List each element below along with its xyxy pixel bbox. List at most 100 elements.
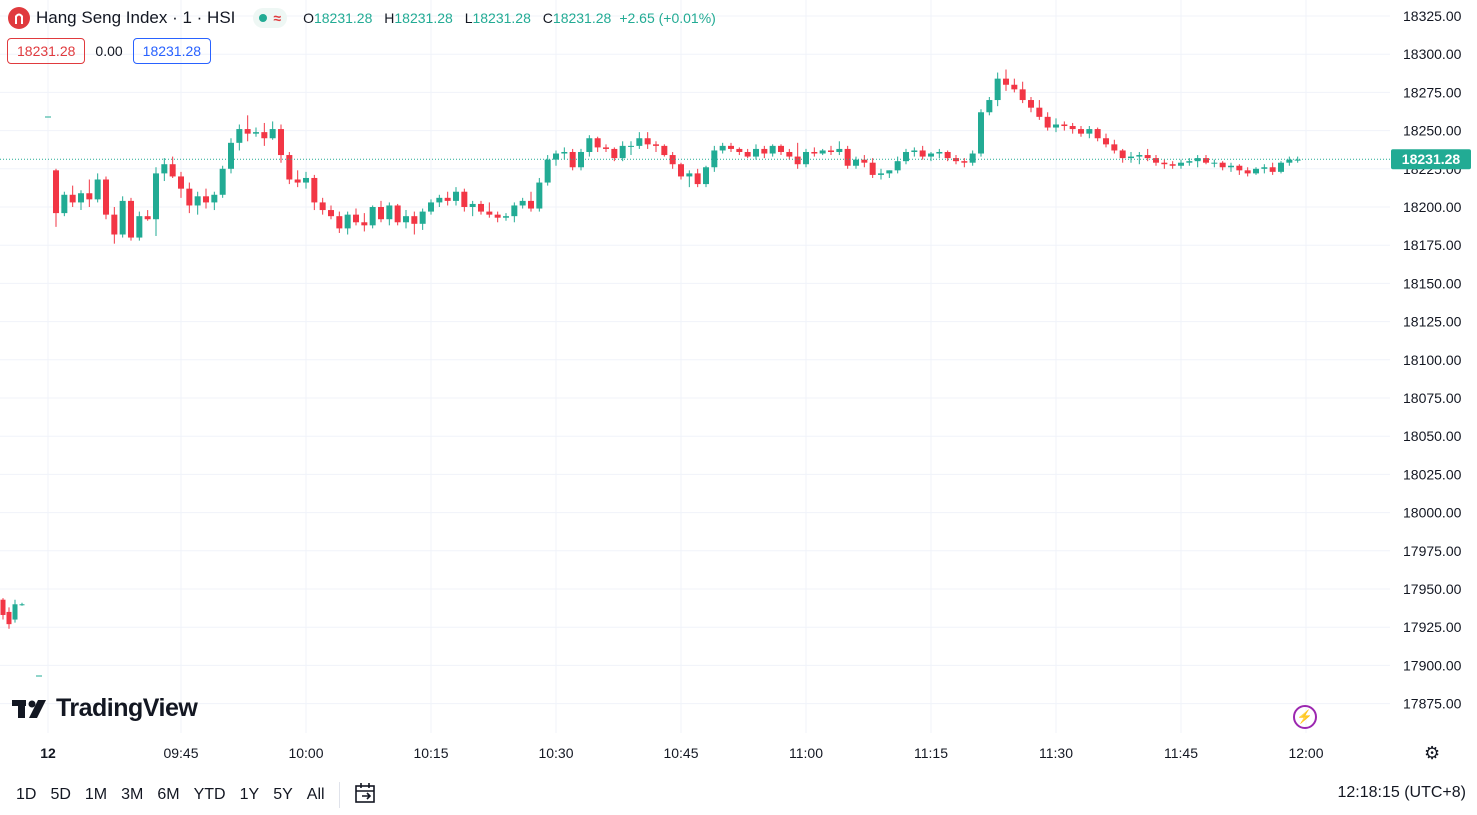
- y-tick-label: 18200.00: [1403, 199, 1462, 215]
- candle: [394, 203, 401, 226]
- candle-body: [1061, 124, 1068, 127]
- candle-body: [294, 179, 301, 183]
- candle: [1194, 155, 1201, 168]
- candle-body: [244, 129, 251, 134]
- candle: [953, 155, 959, 165]
- candle: [736, 147, 743, 156]
- candle: [669, 151, 676, 169]
- candle: [78, 190, 84, 211]
- candle-body: [236, 129, 243, 143]
- candle: [786, 148, 793, 160]
- candle-body: [803, 151, 809, 165]
- range-3m[interactable]: 3M: [121, 786, 144, 803]
- candle-body: [369, 207, 376, 226]
- candle-body: [1203, 158, 1209, 163]
- range-5y[interactable]: 5Y: [273, 786, 293, 803]
- open-value: 18231.28: [313, 10, 373, 26]
- clock-timezone[interactable]: 12:18:15 (UTC+8): [1337, 784, 1466, 801]
- calendar-goto-icon[interactable]: [354, 782, 378, 809]
- y-tick-label: 18075.00: [1403, 390, 1462, 406]
- range-1d[interactable]: 1D: [16, 786, 37, 803]
- candle-body: [153, 173, 159, 220]
- sell-button[interactable]: 18231.28: [7, 38, 86, 64]
- candle: [528, 191, 534, 212]
- tradingview-watermark[interactable]: TradingView: [12, 694, 198, 723]
- candle: [611, 147, 618, 162]
- candle-body: [1244, 170, 1251, 174]
- y-tick-label: 18125.00: [1403, 314, 1462, 330]
- candle-body: [1161, 162, 1168, 165]
- candle: [1044, 112, 1051, 131]
- candle: [219, 165, 226, 198]
- chart-title[interactable]: Hang Seng Index · 1 · HSI: [36, 8, 236, 27]
- candle: [803, 148, 809, 168]
- candle: [828, 145, 834, 156]
- range-5d[interactable]: 5D: [50, 786, 71, 803]
- range-all[interactable]: All: [306, 786, 325, 803]
- candle-body: [1269, 167, 1276, 172]
- candle: [469, 200, 476, 217]
- toolbar-divider: [338, 782, 340, 808]
- lightning-icon[interactable]: ⚡: [1293, 705, 1317, 729]
- candle-body: [578, 151, 584, 168]
- last-price-tag[interactable]: [1391, 149, 1471, 170]
- open-key: O: [303, 10, 314, 26]
- gear-icon[interactable]: ⚙: [1424, 743, 1441, 763]
- y-tick-label: 18000.00: [1403, 505, 1462, 521]
- market-status[interactable]: ≈: [253, 8, 288, 28]
- x-tick-label: 12: [40, 745, 56, 761]
- candle-body: [519, 200, 526, 206]
- candle-body: [978, 112, 984, 154]
- candle: [278, 124, 284, 163]
- candle: [1028, 96, 1034, 113]
- candle: [111, 207, 118, 244]
- candle-body: [186, 188, 193, 206]
- candle-body: [936, 151, 943, 154]
- candle-body: [828, 150, 834, 152]
- candle: [286, 151, 293, 185]
- candle-body: [661, 145, 668, 156]
- candle-body: [703, 167, 709, 185]
- candle: [1219, 161, 1226, 171]
- y-tick-label: 18050.00: [1403, 428, 1462, 444]
- high-value: 18231.28: [394, 10, 453, 26]
- candle: [978, 109, 984, 157]
- candle-body: [1144, 155, 1151, 159]
- candle: [553, 150, 559, 166]
- candle: [178, 171, 184, 198]
- trade-buttons: 18231.28 0.00 18231.28: [7, 38, 212, 64]
- candle: [119, 196, 126, 238]
- range-1m[interactable]: 1M: [84, 786, 108, 803]
- candle: [636, 132, 643, 149]
- candle: [478, 200, 484, 215]
- candle-body: [1078, 129, 1084, 134]
- candle: [419, 208, 426, 230]
- candle: [594, 136, 601, 152]
- candle: [869, 158, 876, 178]
- candle-body: [728, 145, 734, 149]
- candle-body: [819, 150, 826, 154]
- candle: [328, 205, 334, 220]
- candle: [728, 142, 734, 152]
- candle: [886, 170, 893, 178]
- buy-button[interactable]: 18231.28: [132, 38, 212, 64]
- candle: [644, 132, 651, 149]
- range-ytd[interactable]: YTD: [193, 786, 226, 803]
- price-change: +2.65 (+0.01%): [619, 10, 716, 26]
- candle: [1153, 155, 1159, 166]
- candle-body: [269, 129, 276, 139]
- range-6m[interactable]: 6M: [157, 786, 180, 803]
- candle: [1136, 151, 1143, 165]
- candle: [1036, 100, 1043, 120]
- candle: [628, 141, 634, 156]
- candle-body: [919, 150, 926, 157]
- candle-body: [1169, 164, 1176, 166]
- candle-body: [461, 191, 468, 207]
- hsi-logo-icon: [8, 7, 30, 29]
- candle: [861, 155, 868, 168]
- candle-body: [911, 150, 918, 152]
- candle-body: [869, 162, 876, 175]
- range-1y[interactable]: 1Y: [239, 786, 260, 803]
- candle-body: [861, 159, 868, 163]
